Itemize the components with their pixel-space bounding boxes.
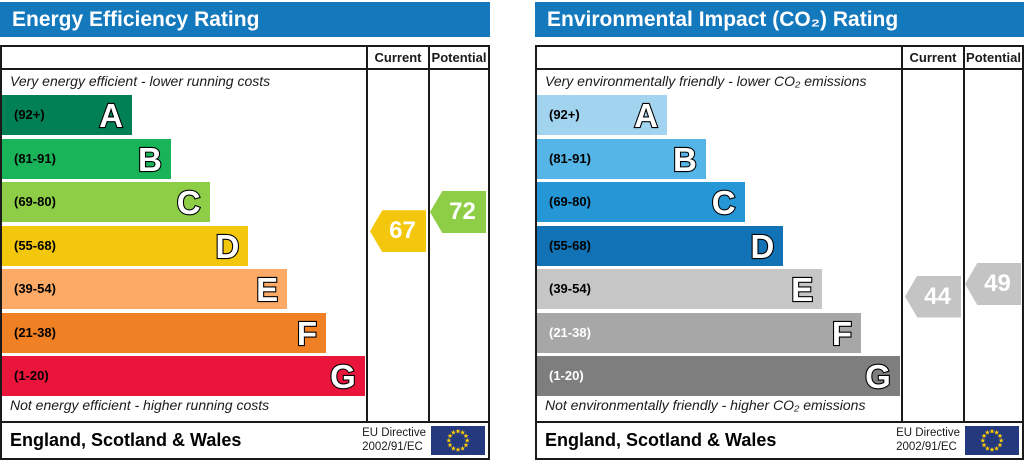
band-range-label: (69-80) bbox=[14, 194, 56, 209]
column-divider bbox=[963, 47, 965, 421]
column-header-row: Current Potential bbox=[537, 47, 1022, 70]
band-range-label: (92+) bbox=[14, 107, 45, 122]
bottom-caption: Not energy efficient - higher running co… bbox=[10, 397, 270, 413]
potential-rating-arrow: 72 bbox=[430, 191, 486, 233]
bottom-caption: Not environmentally friendly - higher CO… bbox=[545, 397, 866, 413]
band-E: (39-54) E bbox=[2, 269, 288, 309]
potential-column-header: Potential bbox=[431, 50, 487, 65]
band-letter: E bbox=[790, 270, 814, 309]
rating-table: Current Potential Very energy efficient … bbox=[0, 45, 490, 460]
band-E: (39-54) E bbox=[537, 269, 823, 309]
energy-efficiency-chart: Energy Efficiency Rating Current Potenti… bbox=[0, 0, 490, 460]
band-letter: B bbox=[137, 139, 163, 178]
chart-title: Energy Efficiency Rating bbox=[0, 2, 490, 37]
band-letter: G bbox=[329, 357, 357, 396]
region-label: England, Scotland & Wales bbox=[10, 430, 242, 450]
band-range-label: (39-54) bbox=[14, 281, 56, 296]
band-letter: C bbox=[176, 183, 202, 222]
band-letter: A bbox=[98, 96, 124, 135]
band-range-label: (21-38) bbox=[549, 324, 591, 340]
eu-directive-label: EU Directive 2002/91/EC bbox=[362, 427, 426, 453]
environmental-impact-chart: Environmental Impact (CO₂) Rating Curren… bbox=[535, 0, 1024, 460]
band-letter: D bbox=[749, 226, 775, 265]
column-divider bbox=[428, 47, 430, 421]
band-F: (21-38) F bbox=[537, 312, 861, 353]
band-letter: B bbox=[672, 139, 698, 178]
band-range-label: (92+) bbox=[549, 107, 580, 122]
column-divider bbox=[901, 47, 903, 421]
band-range-label: (69-80) bbox=[549, 194, 591, 209]
band-range-label: (55-68) bbox=[14, 237, 56, 253]
column-divider bbox=[366, 47, 368, 421]
band-D: (55-68) D bbox=[2, 225, 249, 266]
band-range-label: (55-68) bbox=[549, 237, 591, 253]
chart-footer: England, Scotland & Wales EU Directive 2… bbox=[537, 421, 1022, 458]
band-G: (1-20) G bbox=[537, 356, 900, 396]
chart-title: Environmental Impact (CO₂) Rating bbox=[535, 2, 1024, 37]
region-label: England, Scotland & Wales bbox=[545, 430, 777, 450]
top-caption: Very environmentally friendly - lower CO… bbox=[545, 73, 867, 89]
band-F: (21-38) F bbox=[2, 312, 326, 353]
potential-rating-arrow: 49 bbox=[965, 263, 1021, 305]
top-caption: Very energy efficient - lower running co… bbox=[10, 73, 271, 89]
band-range-label: (1-20) bbox=[14, 368, 49, 383]
band-B: (81-91) B bbox=[2, 138, 171, 179]
band-letter: E bbox=[255, 270, 279, 309]
eu-directive-label: EU Directive 2002/91/EC bbox=[896, 427, 960, 453]
current-column-header: Current bbox=[909, 50, 957, 65]
band-range-label: (39-54) bbox=[549, 281, 591, 296]
current-rating-arrow: 67 bbox=[370, 210, 426, 253]
potential-column-header: Potential bbox=[966, 50, 1021, 65]
band-A: (92+) A bbox=[537, 95, 667, 135]
eu-flag-icon bbox=[965, 426, 1019, 455]
band-letter: F bbox=[296, 313, 318, 352]
band-letter: G bbox=[864, 357, 892, 396]
band-letter: C bbox=[711, 183, 737, 222]
band-letter: F bbox=[831, 313, 853, 352]
eu-flag-icon bbox=[431, 426, 485, 455]
band-letter: D bbox=[214, 226, 240, 265]
band-range-label: (1-20) bbox=[549, 368, 584, 383]
band-letter: A bbox=[633, 96, 659, 135]
band-D: (55-68) D bbox=[537, 225, 784, 266]
band-C: (69-80) C bbox=[2, 182, 210, 222]
current-rating-arrow: 44 bbox=[905, 275, 961, 318]
band-C: (69-80) C bbox=[537, 182, 745, 222]
band-B: (81-91) B bbox=[537, 138, 706, 179]
current-column-header: Current bbox=[374, 50, 422, 65]
band-G: (1-20) G bbox=[2, 356, 365, 396]
band-A: (92+) A bbox=[2, 95, 132, 135]
band-range-label: (21-38) bbox=[14, 324, 56, 340]
rating-table: Current Potential Very environmentally f… bbox=[535, 45, 1024, 460]
column-header-row: Current Potential bbox=[2, 47, 488, 70]
band-range-label: (81-91) bbox=[549, 150, 591, 166]
band-range-label: (81-91) bbox=[14, 150, 56, 166]
chart-footer: England, Scotland & Wales EU Directive 2… bbox=[2, 421, 488, 458]
